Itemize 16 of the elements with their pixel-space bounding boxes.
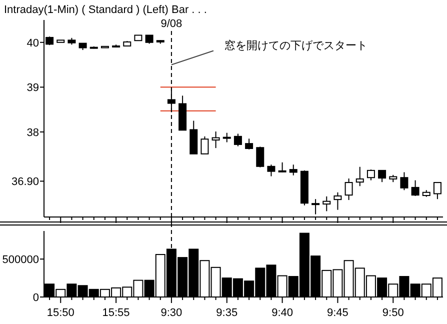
y-tick-label: 40 <box>26 37 39 50</box>
x-tick-label: 9:45 <box>326 307 348 319</box>
chart-title: Intraday(1-Min) ( Standard ) (Left) Bar . . . <box>4 4 207 16</box>
y-tick-label: 36.90 <box>11 176 39 188</box>
x-tick-label: 9:30 <box>160 307 182 319</box>
y-tick-label: 38 <box>26 126 39 139</box>
y-tick-label: 0 <box>32 292 39 304</box>
ref-line-label: 9/08 <box>160 18 182 30</box>
annotation: 窓を開けての下げでスタート <box>224 38 368 52</box>
x-tick-label: 9:50 <box>382 307 404 319</box>
x-tick-label: 9:40 <box>272 307 294 319</box>
x-tick-label: 15:50 <box>46 307 74 319</box>
y-tick-label: 500000 <box>2 254 39 266</box>
y-tick-label: 39 <box>26 82 39 94</box>
x-tick-label: 15:55 <box>102 307 130 319</box>
x-tick-label: 9:35 <box>216 307 238 319</box>
